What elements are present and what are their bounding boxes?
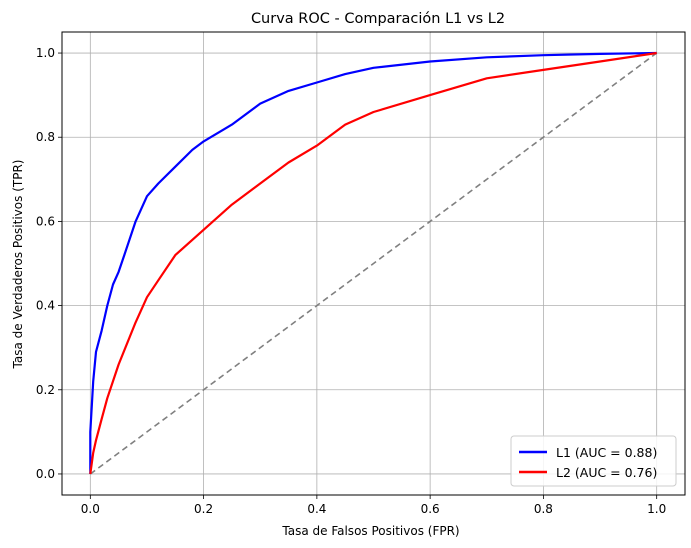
legend: L1 (AUC = 0.88) L2 (AUC = 0.76) — [510, 435, 677, 487]
x-axis-label: Tasa de Falsos Positivos (FPR) — [281, 524, 459, 538]
y-axis-label: Tasa de Verdaderos Positivos (TPR) — [11, 160, 25, 370]
chart-title: Curva ROC - Comparación L1 vs L2 — [251, 11, 505, 27]
series-line-1 — [89, 51, 657, 474]
y-tick-label: 0.2 — [36, 383, 55, 397]
x-tick-label: 0.6 — [421, 502, 440, 516]
y-tick-label: 0.0 — [36, 467, 55, 481]
x-tick-label: 0.4 — [307, 502, 326, 516]
y-tick-label: 1.0 — [36, 46, 55, 60]
series-layer — [89, 51, 658, 475]
legend-label-l1: L1 (AUC = 0.88) — [556, 445, 657, 460]
y-tick-label: 0.8 — [36, 130, 55, 144]
legend-box — [510, 435, 677, 487]
plot-frame — [61, 31, 686, 496]
x-tick-label: 0.2 — [194, 502, 213, 516]
series-line-2 — [89, 51, 657, 475]
x-tick-label: 1.0 — [647, 502, 666, 516]
legend-label-l2: L2 (AUC = 0.76) — [556, 465, 657, 480]
reference-diagonal-line — [89, 52, 658, 475]
y-tick-label: 0.4 — [36, 299, 55, 313]
x-tick-label: 0.0 — [81, 502, 100, 516]
grid — [62, 32, 685, 495]
y-tick-label: 0.6 — [36, 214, 55, 228]
x-tick-label: 0.8 — [534, 502, 553, 516]
axis-ticks: 0.0 0.2 0.4 0.6 0.8 1.0 0.0 0.2 0.4 0.6 0.8 1.0 — [36, 46, 666, 516]
